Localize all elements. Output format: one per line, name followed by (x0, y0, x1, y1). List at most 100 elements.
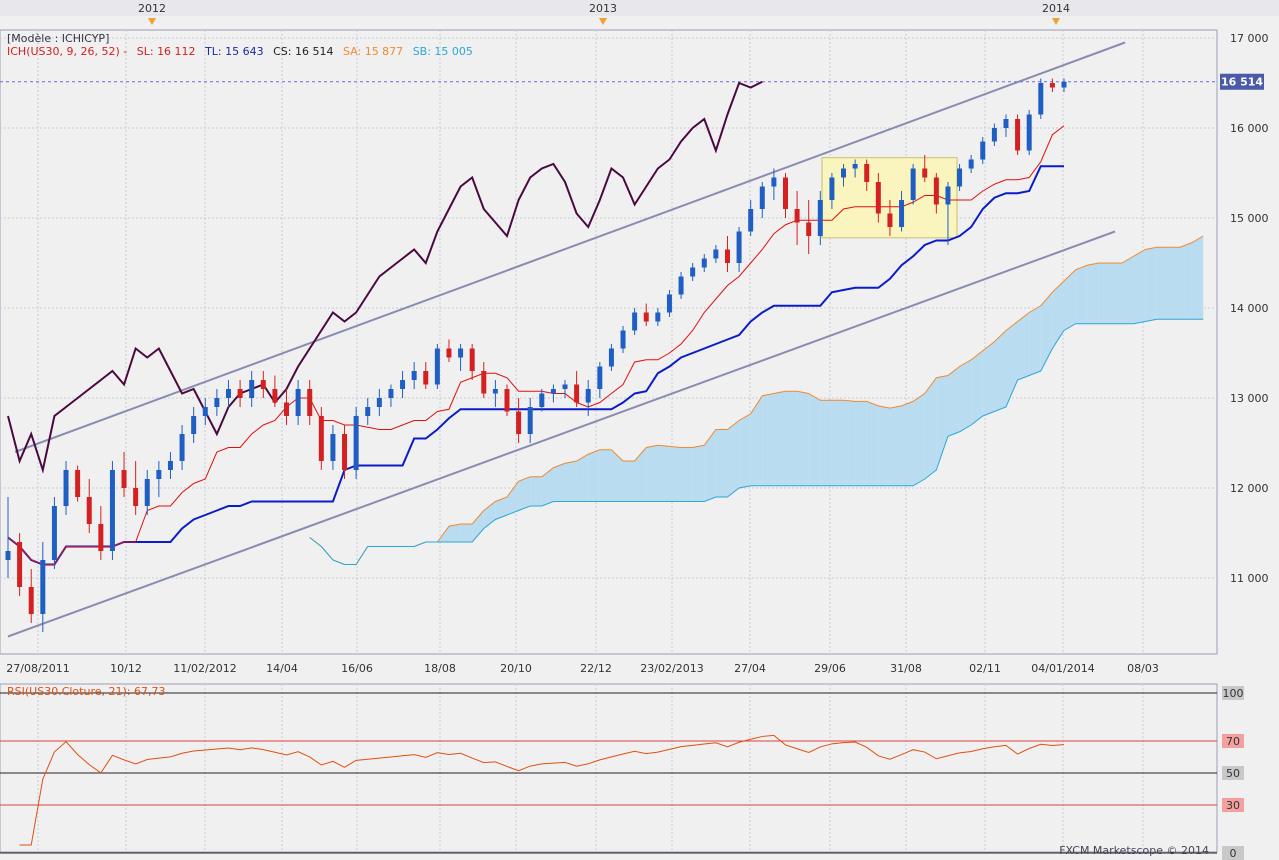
x-tick-label: 11/02/2012 (173, 662, 236, 675)
cloud-segment (460, 524, 473, 542)
candle-body (17, 542, 23, 587)
cloud-segment (1180, 242, 1192, 320)
candle-body (701, 258, 707, 268)
x-tick-label: 27/04 (734, 662, 766, 675)
cloud-segment (646, 445, 658, 502)
cloud-segment (588, 449, 600, 502)
cloud-segment (808, 393, 821, 486)
candle-body (342, 434, 348, 470)
cloud-segment (947, 366, 960, 437)
ich-label: ICH(US30, 9, 26, 52) - (7, 45, 128, 58)
candle-body (516, 411, 522, 434)
candle-body (458, 348, 464, 358)
candle-body (98, 524, 104, 551)
candle-body (353, 416, 359, 470)
tenkan-sen-line (7, 125, 1065, 565)
candle-body (1026, 114, 1032, 151)
candle-body (121, 470, 127, 488)
cloud-segment (1122, 256, 1134, 324)
candle-body (539, 393, 545, 407)
cloud-segment (971, 350, 983, 425)
cloud-segment (1145, 247, 1157, 322)
model-label: [Modèle : ICHICYP] (7, 32, 110, 45)
senkou-span-a-line (309, 235, 1204, 565)
candle-body (806, 222, 812, 236)
cloud-segment (982, 341, 995, 416)
candle-body (133, 488, 139, 506)
candle-body (643, 312, 649, 322)
rsi-line (19, 734, 1065, 846)
senkou-span-b-line (309, 318, 1204, 565)
x-tick-label: 02/11 (969, 662, 1001, 675)
cloud-segment (518, 476, 531, 511)
cloud-segment (1110, 263, 1123, 324)
candle-body (841, 168, 847, 178)
cloud-segment (889, 405, 902, 486)
cloud-segment (506, 481, 519, 515)
x-tick-label: 10/12 (110, 662, 142, 675)
cloud-segment (1133, 249, 1146, 324)
x-tick-label: 16/06 (341, 662, 373, 675)
cloud-segment (634, 447, 647, 502)
candle-body (852, 164, 858, 169)
cloud-segment (704, 429, 716, 502)
cloud-segment (1168, 247, 1181, 320)
candle-body (1015, 119, 1021, 151)
x-tick-label: 23/02/2013 (640, 662, 703, 675)
candle-body (423, 371, 429, 385)
x-tick-label: 29/06 (814, 662, 846, 675)
sb-label: SB: 15 005 (412, 45, 473, 58)
x-tick-label: 27/08/2011 (6, 662, 69, 675)
candle-body (864, 164, 870, 182)
cloud-segment (623, 461, 635, 502)
cloud-segment (657, 445, 670, 502)
candle-body (295, 389, 301, 416)
rsi-tick-label: 70 (1226, 735, 1240, 748)
y-tick-label: 11 000 (1230, 572, 1269, 585)
candle-body (446, 348, 452, 358)
candle-body (875, 182, 881, 214)
x-tick-label: 20/10 (500, 662, 532, 675)
cloud-segment (831, 400, 844, 486)
rsi-tick-label: 100 (1223, 687, 1244, 700)
rsi-tick-bg (1222, 686, 1244, 700)
cloud-segment (762, 393, 774, 486)
candle-body (249, 380, 255, 398)
candle-body (481, 371, 487, 394)
candle-body (51, 506, 57, 560)
candle-body (260, 380, 266, 389)
cloud-segment (785, 391, 798, 486)
cloud-segment (913, 393, 925, 486)
year-label: 2012 (138, 2, 166, 15)
candle-body (968, 159, 974, 169)
channel-upper-line (14, 41, 1126, 453)
cloud-segment (1064, 269, 1076, 331)
x-tick-label: 18/08 (424, 662, 456, 675)
candle-body (388, 389, 394, 398)
candle-body (214, 398, 220, 407)
year-marker-icon (599, 18, 607, 25)
candle-body (945, 186, 951, 205)
cloud-segment (576, 454, 589, 502)
candle-body (1061, 81, 1067, 88)
rsi-tick-bg (1222, 846, 1244, 860)
candle-body (666, 294, 672, 313)
cloud-segment (924, 377, 937, 479)
cloud-segment (866, 401, 879, 486)
cloud-segment (994, 330, 1006, 412)
current-price-tag (1220, 73, 1264, 90)
candle-body (1049, 83, 1055, 88)
candle-body (179, 434, 185, 461)
candle-body (492, 389, 498, 394)
y-tick-label: 12 000 (1230, 482, 1269, 495)
chikou-span-line (7, 80, 763, 474)
cloud-segment (820, 400, 832, 486)
x-tick-label: 14/04 (266, 662, 298, 675)
candle-body (655, 312, 661, 322)
candle-body (109, 470, 115, 551)
candle-body (400, 380, 406, 389)
cloud-segment (878, 405, 890, 486)
cloud-segment (715, 429, 728, 497)
cloud-segment (936, 375, 948, 470)
